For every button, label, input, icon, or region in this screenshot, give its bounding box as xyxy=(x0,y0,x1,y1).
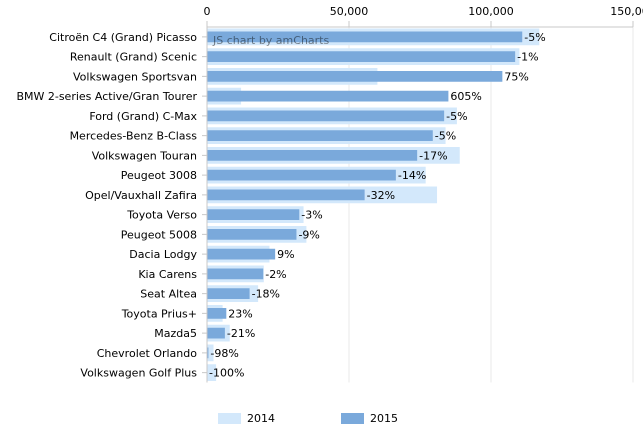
grid-lines xyxy=(348,27,634,383)
category-label: Citroën C4 (Grand) Picasso xyxy=(49,31,197,44)
bar-2015 xyxy=(207,248,276,260)
bar-2015 xyxy=(207,169,396,181)
data-label: -32% xyxy=(367,189,395,202)
category-label: Mercedes-Benz B-Class xyxy=(70,130,198,143)
category-label: Toyota Verso xyxy=(126,209,197,222)
amcharts-credit-link[interactable]: JS chart by amCharts xyxy=(213,34,330,47)
bar-2015 xyxy=(207,31,523,43)
legend-item-2014[interactable]: 2014 xyxy=(218,410,275,426)
bar-2015 xyxy=(207,51,516,62)
bar-2015 xyxy=(207,209,300,220)
bar-2015 xyxy=(207,308,227,319)
bar-2015 xyxy=(207,150,418,161)
category-label: Volkswagen Sportsvan xyxy=(73,70,197,83)
x-axis-tick-label: 150,000 xyxy=(610,5,643,18)
data-label: 9% xyxy=(277,248,294,261)
category-label: Peugeot 5008 xyxy=(121,228,197,241)
bar-2015 xyxy=(207,327,225,339)
category-label: Chevrolet Orlando xyxy=(97,347,198,360)
bar-chart: 0 50,000 100,000 150,000 Citroën C4 (Grand)… xyxy=(16,5,643,383)
category-label: Renault (Grand) Scenic xyxy=(70,51,197,64)
data-label: -18% xyxy=(252,288,280,301)
legend: 2014 2015 xyxy=(0,410,643,426)
category-label: Kia Carens xyxy=(138,268,197,281)
category-label: BMW 2-series Active/Gran Tourer xyxy=(16,90,197,103)
bar-2015 xyxy=(207,71,503,82)
bar-2015 xyxy=(207,347,209,359)
category-label: Dacia Lodgy xyxy=(129,248,197,261)
category-label: Peugeot 3008 xyxy=(121,169,197,182)
data-label: -14% xyxy=(398,169,426,182)
bar-2015 xyxy=(207,130,433,141)
data-label: -17% xyxy=(419,149,447,162)
data-label: -2% xyxy=(265,268,286,281)
category-labels: Citroën C4 (Grand) Picasso Renault (Grand… xyxy=(16,31,197,380)
category-label: Toyota Prius+ xyxy=(121,307,197,320)
bar-2015 xyxy=(207,189,365,201)
x-axis-tick-label: 0 xyxy=(204,5,211,18)
category-label: Seat Altea xyxy=(140,288,197,301)
axes xyxy=(202,21,634,383)
data-label: -5% xyxy=(524,31,545,44)
category-label: Ford (Grand) C-Max xyxy=(89,110,197,123)
legend-swatch-2014 xyxy=(218,412,241,424)
data-label: -1% xyxy=(517,51,538,64)
bar-2015 xyxy=(207,110,445,122)
x-axis-tick-label: 100,000 xyxy=(468,5,514,18)
series-2015-bars xyxy=(207,31,523,359)
bar-2014 xyxy=(207,344,214,362)
data-label: -21% xyxy=(227,327,255,340)
legend-label-2015: 2015 xyxy=(370,411,398,425)
x-axis-tick-label: 50,000 xyxy=(330,5,369,18)
category-label: Volkswagen Touran xyxy=(92,149,197,162)
data-labels: -5% -1% 75% 605% -5% -5% -17% -14%-32% -3% -9% 9% -… xyxy=(209,31,546,380)
data-label: -3% xyxy=(301,209,322,222)
bar-2015 xyxy=(207,268,264,280)
legend-item-2015[interactable]: 2015 xyxy=(341,410,398,426)
legend-swatch-2015 xyxy=(341,412,364,424)
category-label: Opel/Vauxhall Zafira xyxy=(85,189,197,202)
data-label: -9% xyxy=(298,228,319,241)
category-label: Volkswagen Golf Plus xyxy=(80,367,197,380)
data-label: -98% xyxy=(210,347,238,360)
data-label: 23% xyxy=(228,307,252,320)
bar-2015 xyxy=(207,229,297,240)
data-label: -5% xyxy=(435,130,456,143)
data-label: 75% xyxy=(504,70,528,83)
bar-2015 xyxy=(207,90,449,102)
data-label: -5% xyxy=(446,110,467,123)
data-label: -100% xyxy=(209,367,244,380)
bar-2014 xyxy=(207,364,217,381)
bar-2015 xyxy=(207,288,250,299)
data-label: 605% xyxy=(450,90,481,103)
legend-label-2014: 2014 xyxy=(247,411,275,425)
category-label: Mazda5 xyxy=(154,327,197,340)
x-axis-tick-labels: 0 50,000 100,000 150,000 xyxy=(204,5,643,18)
